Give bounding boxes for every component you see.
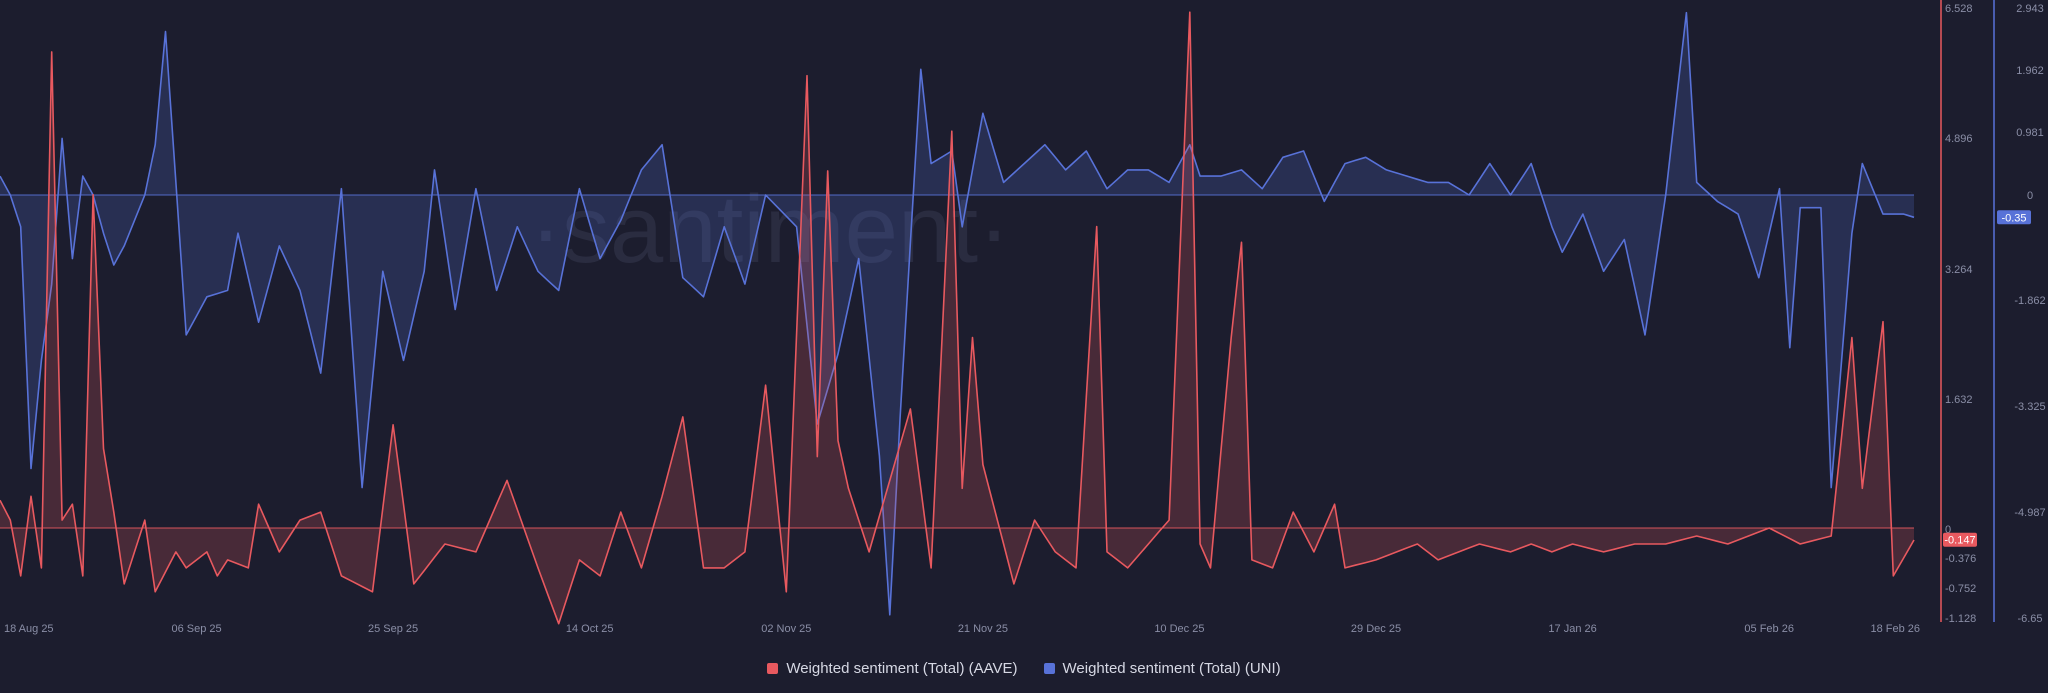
legend-label-uni: Weighted sentiment (Total) (UNI): [1062, 659, 1281, 677]
x-tick-label: 18 Feb 26: [1870, 623, 1920, 635]
uni-tick-label: -1.862: [2014, 295, 2045, 307]
x-tick-label: 17 Jan 26: [1548, 623, 1596, 635]
uni-series: [0, 11, 1915, 616]
aave-tick-label: -1.128: [1945, 613, 1976, 625]
uni-current-value: -0.35: [2001, 212, 2026, 224]
uni-tick-label: -4.987: [2014, 507, 2045, 519]
x-tick-label: 25 Sep 25: [368, 623, 418, 635]
x-tick-label: 06 Sep 25: [172, 623, 222, 635]
aave-current-badge: [1943, 532, 1977, 547]
legend-swatch-uni: [1043, 662, 1055, 674]
watermark: ·santiment·: [530, 176, 1010, 283]
legend-item-uni[interactable]: Weighted sentiment (Total) (UNI): [1043, 659, 1281, 677]
uni-line: [0, 11, 1915, 616]
aave-tick-label: -0.752: [1945, 583, 1976, 595]
aave-tick-label: 4.896: [1945, 133, 1973, 145]
x-axis: 18 Aug 25 06 Sep 25 25 Sep 25 14 Oct 25 02 N…: [4, 623, 1920, 635]
x-tick-label: 14 Oct 25: [566, 623, 614, 635]
uni-tick-label: -3.325: [2014, 401, 2045, 413]
y-axis-uni: 2.943 1.962 0.981 0 -1.862 -3.325 -4.987 -6.65 -…: [1993, 0, 2046, 625]
aave-current-value: -0.147: [1944, 535, 1975, 547]
x-tick-label: 02 Nov 25: [761, 623, 811, 635]
legend-label-aave: Weighted sentiment (Total) (AAVE): [786, 659, 1018, 677]
x-tick-label: 21 Nov 25: [958, 623, 1008, 635]
x-tick-label: 29 Dec 25: [1351, 623, 1401, 635]
uni-tick-label: 2.943: [2016, 3, 2044, 15]
aave-tick-label: -0.376: [1945, 553, 1976, 565]
uni-current-badge: [1997, 210, 2031, 225]
x-tick-label: 10 Dec 25: [1154, 623, 1204, 635]
uni-tick-label: 1.962: [2016, 65, 2044, 77]
x-tick-label: 18 Aug 25: [4, 623, 54, 635]
aave-tick-label: 6.528: [1945, 3, 1973, 15]
aave-tick-label: 3.264: [1945, 264, 1973, 276]
legend: Weighted sentiment (Total) (AAVE) Weight…: [0, 654, 2048, 682]
uni-tick-label: 0.981: [2016, 127, 2044, 139]
aave-line: [0, 11, 1915, 625]
uni-tick-label: 0: [2027, 190, 2033, 202]
uni-tick-label: -6.65: [2017, 613, 2042, 625]
aave-series: [0, 11, 1915, 625]
legend-item-aave[interactable]: Weighted sentiment (Total) (AAVE): [767, 659, 1018, 677]
legend-swatch-aave: [767, 662, 779, 674]
y-axis-aave: 6.528 4.896 3.264 1.632 0 -0.376 -0.752 -1.128 -…: [1940, 0, 1977, 625]
x-tick-label: 05 Feb 26: [1744, 623, 1794, 635]
aave-tick-label: 0: [1945, 524, 1951, 536]
aave-tick-label: 1.632: [1945, 394, 1973, 406]
